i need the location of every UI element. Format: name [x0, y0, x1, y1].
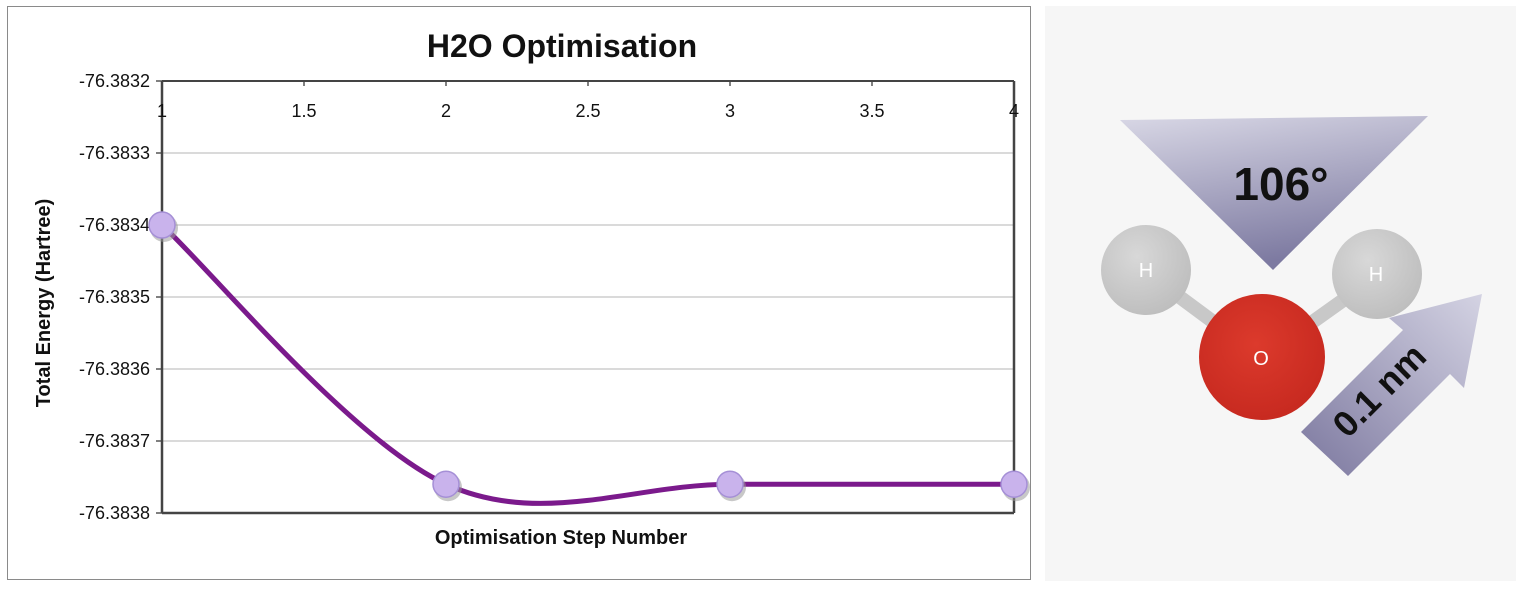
chart-title: H2O Optimisation — [427, 28, 697, 64]
y-tick-label: -76.3834 — [79, 215, 150, 235]
hydrogen-label-right: H — [1369, 264, 1383, 286]
molecule-panel: 106° H H O 0.1 nm — [1045, 6, 1516, 581]
x-tick-label: 1 — [157, 101, 167, 121]
axes — [156, 80, 1016, 515]
y-tick-label: -76.3833 — [79, 143, 150, 163]
y-tick-label: -76.3835 — [79, 287, 150, 307]
y-tick-label: -76.3838 — [79, 503, 150, 523]
hydrogen-atom-left — [1101, 225, 1191, 315]
oxygen-atom — [1199, 294, 1325, 420]
y-axis-label: Total Energy (Hartree) — [33, 199, 55, 408]
energy-chart: H2O Optimisation -76.3832-76.3833-76.383… — [33, 28, 1030, 549]
x-tick-label: 3.5 — [859, 101, 884, 121]
data-point — [148, 211, 176, 239]
x-tick-label: 1.5 — [291, 101, 316, 121]
hydrogen-label-left: H — [1139, 260, 1153, 282]
oxygen-label: O — [1253, 348, 1269, 370]
x-tick-label: 4 — [1009, 101, 1019, 121]
x-tick-label: 2 — [441, 101, 451, 121]
x-tick-label: 2.5 — [575, 101, 600, 121]
series-layer — [148, 211, 1030, 506]
data-point — [1000, 470, 1028, 498]
x-tick-label: 3 — [725, 101, 735, 121]
hydrogen-atom-right — [1332, 229, 1422, 319]
bond-length-arrow — [1301, 294, 1482, 476]
data-point — [716, 470, 744, 498]
y-tick-label: -76.3837 — [79, 431, 150, 451]
x-axis-label: Optimisation Step Number — [435, 527, 687, 549]
grid-lines — [162, 80, 1014, 514]
bond-angle-label: 106° — [1233, 158, 1328, 210]
series-line — [159, 222, 1017, 506]
y-tick-labels: -76.3832 -76.3833 -76.3834 -76.3835 -76.3836… — [79, 71, 150, 523]
y-tick-label: -76.3832 — [79, 71, 150, 91]
bond-angle-triangle — [1120, 116, 1428, 270]
water-molecule-diagram: 106° H H O 0.1 nm — [1101, 116, 1482, 476]
chart-panel: H2O Optimisation -76.3832 -76.3833 -76.383… — [7, 6, 1031, 580]
y-tick-label: -76.3836 — [79, 359, 150, 379]
data-point — [432, 470, 460, 498]
x-tick-labels: 1 1.5 2 2.5 3 3.5 4 — [157, 101, 1019, 121]
